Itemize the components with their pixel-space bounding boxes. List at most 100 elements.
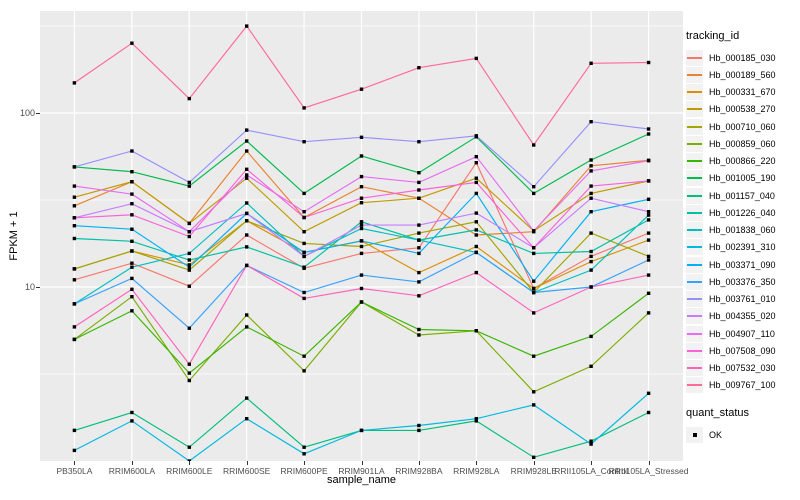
data-point	[302, 191, 306, 196]
legend-label: Hb_004355_020	[709, 311, 776, 322]
legend-line-icon	[687, 384, 702, 387]
legend-line-icon	[687, 263, 702, 266]
data-point	[646, 311, 651, 315]
y-tick-mark	[36, 287, 40, 288]
legend-line-icon	[687, 280, 702, 283]
legend-item: Hb_000331_670	[686, 84, 800, 101]
legend-line-icon	[687, 177, 702, 180]
data-point	[417, 66, 421, 70]
data-point	[417, 223, 421, 227]
data-point	[532, 229, 536, 233]
data-point	[187, 251, 191, 256]
x-tick-label: RRIM600LE	[166, 466, 213, 476]
data-point	[646, 179, 651, 183]
ok-point-icon	[692, 432, 697, 437]
data-point	[245, 128, 249, 132]
data-point	[187, 230, 191, 234]
data-point	[130, 265, 134, 269]
data-point	[589, 442, 593, 446]
data-point	[474, 176, 478, 180]
data-point	[417, 238, 421, 242]
data-point	[474, 155, 478, 159]
data-point	[130, 41, 134, 45]
legend-label: Hb_009767_100	[709, 380, 776, 391]
legend-item: Hb_000859_060	[686, 135, 800, 152]
data-point	[417, 423, 421, 428]
data-point	[589, 184, 593, 188]
data-point	[417, 270, 421, 275]
legend-key-swatch	[686, 308, 703, 325]
data-point	[589, 439, 593, 443]
data-point	[187, 284, 191, 288]
data-point	[532, 354, 536, 358]
data-point	[359, 154, 364, 158]
data-point	[417, 231, 421, 235]
y-tick-label: 10	[24, 281, 35, 292]
data-point	[72, 195, 77, 199]
legend-item: Hb_002391_310	[686, 239, 800, 256]
legend-key-swatch	[686, 273, 703, 290]
quant-status-item: OK	[686, 426, 800, 443]
data-point	[474, 191, 478, 196]
data-point	[302, 296, 306, 301]
x-tick-mark	[591, 461, 593, 465]
legend-label: Hb_002391_310	[709, 242, 776, 253]
legend-item: Hb_001226_040	[686, 204, 800, 221]
x-tick-mark	[189, 461, 191, 465]
data-point	[589, 196, 593, 200]
x-tick-label: RRIM928BA	[395, 466, 443, 476]
data-point	[359, 300, 364, 304]
data-point	[589, 61, 593, 65]
data-point	[417, 280, 421, 284]
data-point	[589, 259, 593, 264]
legend-key-swatch	[686, 360, 703, 377]
legend: tracking_id Hb_000185_030 Hb_000189_560 Hb…	[686, 30, 800, 443]
legend-item: Hb_009767_100	[686, 377, 800, 394]
legend-key-swatch	[686, 170, 703, 187]
legend-label: Hb_000185_030	[709, 52, 776, 63]
legend-key-swatch	[686, 66, 703, 83]
legend-key-swatch	[686, 291, 703, 308]
data-point	[474, 228, 478, 232]
plot-canvas	[40, 11, 683, 461]
data-point	[474, 220, 478, 224]
data-point	[417, 171, 421, 175]
legend-label: Hb_003761_010	[709, 294, 776, 305]
legend-item: Hb_000189_560	[686, 66, 800, 83]
data-point	[646, 391, 651, 395]
legend-item: Hb_000866_220	[686, 153, 800, 170]
data-point	[474, 161, 478, 165]
data-point	[359, 174, 364, 179]
x-tick-mark	[418, 461, 420, 465]
data-point	[474, 244, 478, 249]
data-point	[187, 268, 191, 272]
data-point	[532, 279, 536, 283]
x-tick-label: RRIM928LA	[453, 466, 500, 476]
x-tick-label: RRII105LA_Stressed	[608, 466, 689, 476]
legend-item: Hb_000185_030	[686, 49, 800, 66]
legend-line-icon	[687, 211, 702, 214]
data-point	[359, 196, 364, 200]
x-tick-label: RRIM600PE	[280, 466, 328, 476]
data-point	[589, 169, 593, 173]
data-point	[589, 191, 593, 196]
data-point	[130, 192, 134, 196]
legend-key-swatch	[686, 101, 703, 118]
data-point	[532, 290, 536, 295]
legend-line-icon	[687, 125, 702, 128]
legend-line-icon	[687, 73, 702, 76]
data-point	[646, 218, 651, 222]
data-point	[302, 140, 306, 144]
data-point	[302, 445, 306, 449]
legend-item: Hb_003376_350	[686, 273, 800, 290]
data-point	[646, 273, 651, 277]
data-point	[532, 185, 536, 189]
data-point	[130, 295, 134, 299]
data-point	[646, 231, 651, 235]
legend-key-swatch	[686, 342, 703, 359]
x-tick-label: RRIM600SE	[223, 466, 271, 476]
legend-key-swatch	[686, 222, 703, 239]
data-point	[130, 227, 134, 231]
legend-line-icon	[687, 246, 702, 249]
